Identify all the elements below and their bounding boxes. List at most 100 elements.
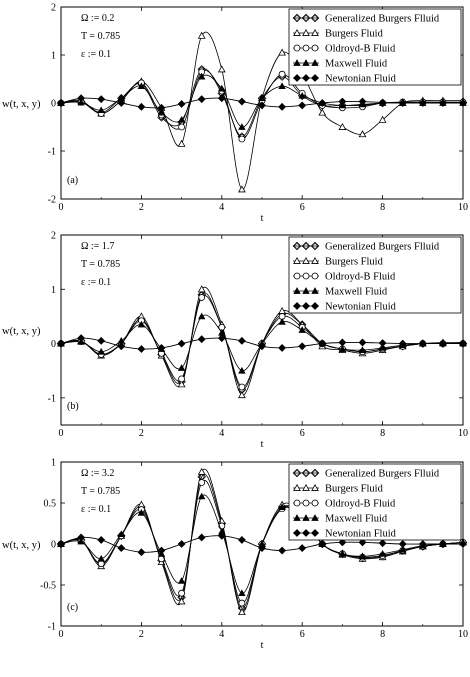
marker-diamond (358, 97, 367, 106)
data-point (338, 550, 347, 557)
legend-item: Oldroyd-B Fluid (293, 272, 396, 283)
marker-diamond (217, 531, 226, 540)
marker-triangle (197, 31, 206, 39)
marker-circle (311, 499, 319, 507)
marker-diamond (77, 94, 86, 103)
marker-diamond (278, 546, 287, 555)
marker-triangle (278, 503, 286, 510)
marker-diamond (77, 334, 86, 343)
data-point (177, 139, 186, 147)
marker-triangle (238, 589, 246, 597)
marker-triangle (293, 483, 301, 491)
marker-diamond (438, 339, 447, 348)
data-point (117, 342, 126, 351)
marker-diamond (398, 339, 407, 348)
data-point (278, 503, 286, 510)
marker-circle (293, 499, 301, 507)
data-point (177, 339, 186, 348)
data-point (278, 343, 287, 352)
data-point (137, 548, 146, 557)
marker-circle (238, 599, 246, 607)
marker-circle (293, 44, 301, 52)
marker-diamond (57, 339, 65, 348)
legend-marker (292, 468, 302, 478)
data-point (378, 98, 387, 107)
legend-label: Burgers Fluid (325, 29, 384, 40)
marker-triangle (177, 115, 186, 123)
series-line (60, 468, 464, 613)
data-point (278, 70, 286, 78)
data-point (459, 339, 467, 348)
data-point (177, 577, 186, 584)
data-point (358, 97, 367, 106)
legend: Generalized Burgers Flluid Burgers Fluid O… (288, 8, 462, 86)
marker-diamond (459, 99, 467, 107)
data-point (137, 102, 146, 111)
marker-triangle (378, 344, 387, 351)
legend-label: Newtonian Fluid (325, 302, 397, 313)
data-point (157, 546, 166, 555)
marker-triangle (293, 287, 301, 294)
param-annotation: ε := 0.1 (81, 277, 111, 288)
data-point (198, 294, 206, 301)
data-point (358, 130, 367, 138)
marker-circle (303, 15, 309, 21)
x-tick-label: 4 (219, 428, 224, 439)
data-point (117, 530, 126, 538)
marker-diamond (157, 103, 166, 112)
legend-item: Oldroyd-B Fluid (293, 499, 396, 510)
marker-diamond (293, 74, 301, 82)
marker-triangle (238, 123, 246, 130)
data-point (77, 334, 86, 343)
marker-diamond (310, 241, 320, 251)
marker-circle (303, 470, 309, 476)
legend-label: Generalized Burgers Flluid (325, 242, 440, 253)
legend-label: Maxwell Fluid (325, 514, 388, 525)
marker-triangle (298, 326, 306, 333)
x-tick-label: 6 (300, 428, 305, 439)
marker-triangle (318, 108, 327, 116)
data-point (137, 509, 146, 516)
marker-triangle (358, 552, 367, 560)
marker-diamond (237, 336, 246, 345)
legend-marker (311, 59, 319, 66)
marker-triangle (177, 577, 186, 584)
marker-diamond (237, 535, 246, 544)
data-point (459, 540, 467, 548)
legend-marker (302, 28, 310, 36)
marker-triangle (197, 467, 206, 475)
data-point (97, 106, 105, 114)
marker-diamond (237, 97, 246, 106)
data-point (197, 31, 206, 39)
marker-triangle (311, 514, 319, 521)
data-point (298, 326, 306, 333)
data-point (278, 102, 287, 111)
data-point (338, 338, 347, 347)
marker-diamond (57, 540, 65, 548)
marker-triangle (338, 122, 347, 130)
legend-marker (302, 74, 310, 82)
legend-item: Newtonian Fluid (293, 529, 397, 540)
legend-marker (310, 13, 320, 23)
marker-diamond (117, 342, 126, 351)
marker-triangle (311, 483, 319, 491)
data-point (77, 98, 85, 106)
legend-item: Generalized Burgers Flluid (292, 241, 440, 253)
data-point (177, 115, 186, 123)
legend-item: Newtonian Fluid (293, 302, 397, 313)
x-axis-label: t (261, 439, 264, 450)
marker-diamond (318, 99, 327, 107)
marker-diamond (293, 302, 301, 310)
data-point (338, 97, 347, 106)
marker-circle (294, 243, 300, 249)
y-tick-label: 0 (51, 540, 56, 551)
x-tick-label: 0 (59, 428, 64, 439)
data-point (398, 545, 407, 553)
legend-marker (293, 529, 301, 537)
marker-triangle (278, 82, 286, 90)
marker-triangle (197, 492, 206, 500)
x-tick-label: 6 (300, 202, 305, 213)
legend-marker (293, 499, 301, 507)
marker-triangle (311, 59, 319, 66)
marker-diamond (378, 98, 387, 107)
